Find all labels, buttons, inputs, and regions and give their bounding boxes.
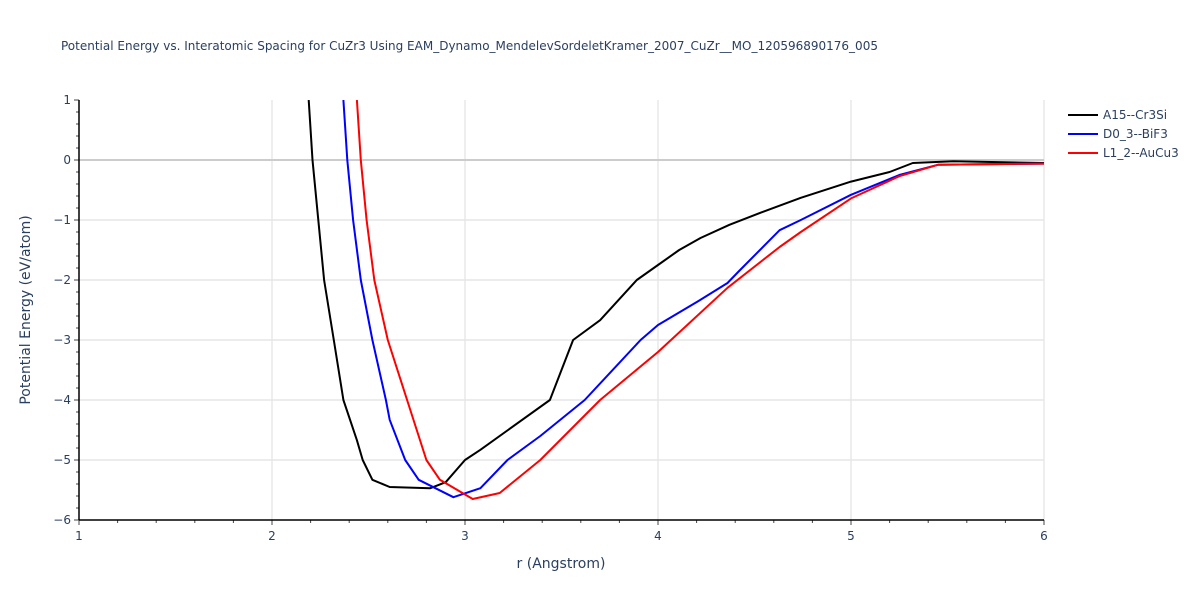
- y-axis-label: Potential Energy (eV/atom): [18, 215, 34, 404]
- y-tick-label: −4: [53, 393, 71, 407]
- x-tick-label: 3: [461, 529, 469, 543]
- gridlines: [79, 100, 1045, 520]
- legend-item[interactable]: L1_2--AuCu3: [1068, 146, 1179, 160]
- y-tick-label: 1: [63, 93, 71, 107]
- legend-item[interactable]: A15--Cr3Si: [1068, 108, 1167, 122]
- x-tick-label: 2: [268, 529, 276, 543]
- axes: 1 2 3 4 5 6 1 0 −1 −2 −3 −4 −5 −6: [53, 93, 1048, 543]
- legend[interactable]: A15--Cr3Si D0_3--BiF3 L1_2--AuCu3: [1068, 108, 1179, 160]
- plot-area: [307, 100, 1044, 500]
- legend-label: L1_2--AuCu3: [1103, 146, 1179, 160]
- chart-title: Potential Energy vs. Interatomic Spacing…: [61, 39, 878, 53]
- x-tick-label: 6: [1040, 529, 1048, 543]
- y-tick-label: −5: [53, 453, 71, 467]
- series-line-1: [342, 100, 1044, 499]
- legend-item[interactable]: D0_3--BiF3: [1068, 127, 1168, 141]
- legend-label: D0_3--BiF3: [1103, 127, 1168, 141]
- y-tick-label: 0: [63, 153, 71, 167]
- x-tick-label: 5: [847, 529, 855, 543]
- y-tick-label: −2: [53, 273, 71, 287]
- series-line-2: [355, 100, 1044, 500]
- y-tick-label: −1: [53, 213, 71, 227]
- y-tick-label: −6: [53, 513, 71, 527]
- legend-label: A15--Cr3Si: [1103, 108, 1167, 122]
- y-tick-label: −3: [53, 333, 71, 347]
- series-line-0: [307, 100, 1044, 490]
- x-tick-label: 4: [654, 529, 662, 543]
- x-tick-label: 1: [75, 529, 83, 543]
- x-axis-label: r (Angstrom): [517, 556, 606, 572]
